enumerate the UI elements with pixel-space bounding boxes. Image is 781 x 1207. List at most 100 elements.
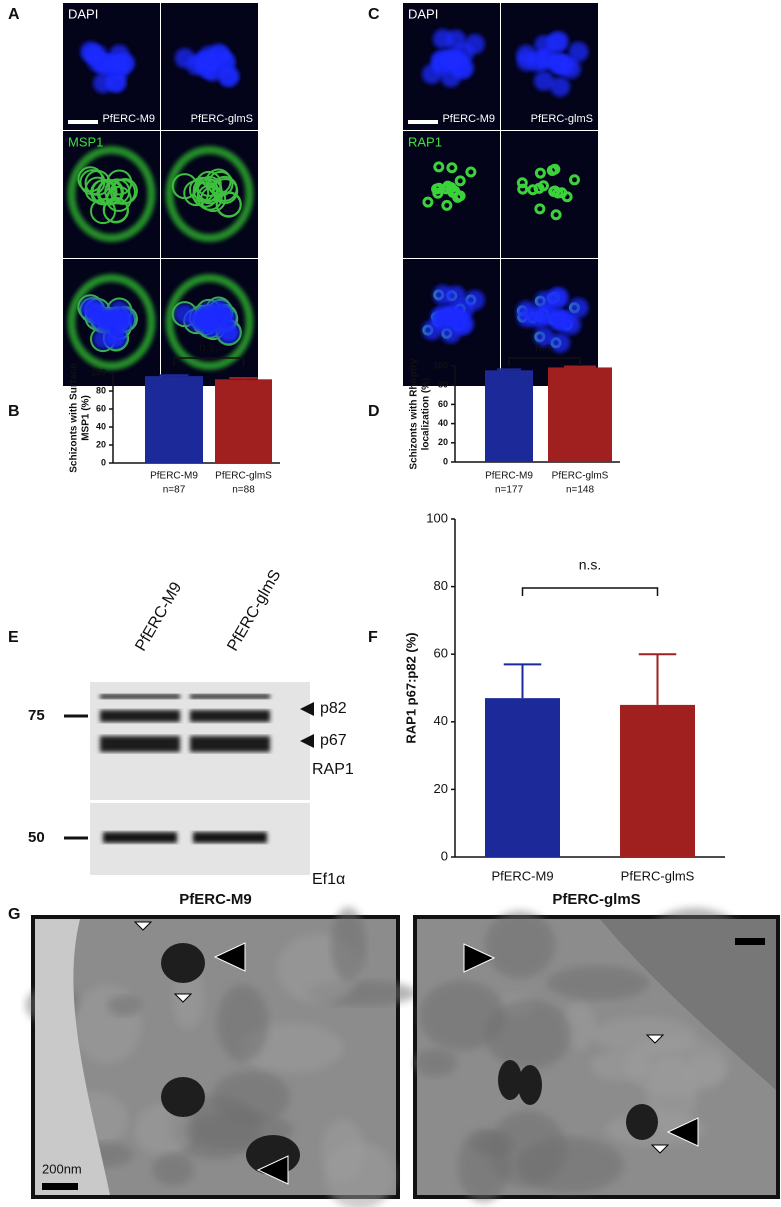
sample-label: PfERC-glmS [191,113,253,125]
rhoptry-stain [517,183,529,195]
nucleus [93,329,114,350]
y-tick-label: 60 [96,403,106,413]
scale-bar [408,120,438,124]
rhoptry-stain [441,199,453,211]
rhoptry [161,1077,205,1117]
nucleus [568,297,589,318]
cell-boundary [35,919,110,1195]
em-texture [211,1071,291,1124]
membrane-stain [67,146,156,242]
significance-label: n.s. [199,340,218,354]
y-tick-label: 80 [434,578,448,593]
band [193,832,267,843]
nucleus [533,70,554,91]
cell-boundary [600,919,776,1090]
y-tick-label: 20 [438,437,448,447]
band [100,710,180,722]
y-tick-label: 80 [96,385,106,395]
significance-bracket [508,357,581,366]
panel-label: A [8,6,20,23]
channel-label: DAPI [68,6,98,21]
band [103,832,177,843]
y-tick-label: 0 [443,456,448,466]
white-arrowhead [645,1034,665,1044]
membrane-stain [79,169,106,196]
membrane-stain [102,197,129,224]
rhoptry-stain [454,175,466,187]
rhoptry-stain [516,177,528,189]
y-tick-label: 80 [438,380,448,390]
significance-bracket [521,587,659,596]
x-tick-label: PfERC-glmS [552,471,609,482]
rhoptry [518,1065,542,1105]
rhoptry-stain [568,174,580,186]
rhoptry [626,1104,658,1140]
y-tick-label: 0 [101,457,106,467]
nucleus [440,306,461,327]
band [100,736,180,752]
nucleus [568,41,589,62]
nucleus [112,309,133,330]
bar [548,367,612,462]
error-bar [229,376,258,380]
band [100,694,180,699]
nucleus [440,50,461,71]
scale-bar [42,1183,78,1190]
significance-label: n.s. [535,340,554,354]
error-bar [159,374,189,377]
rhoptry-stain [527,184,539,196]
white-arrowhead [650,1144,670,1154]
channel-label: RAP1 [408,134,442,149]
bar [485,698,560,857]
band-label: p67 [320,732,347,749]
y-tick-label: 100 [91,367,106,377]
nucleus [82,44,103,65]
y-axis-label: localization (%) [421,378,432,451]
membrane-stain [183,180,210,207]
channel-label: DAPI [408,6,438,21]
y-axis-label: Schizonts with Rhoptry [409,358,420,470]
rhoptry-stain [534,167,546,179]
rhoptry-stain [422,196,434,208]
error-bar [503,663,542,699]
black-arrowhead [256,1155,289,1185]
y-axis-label: RAP1 p67:p82 (%) [403,632,418,743]
panel-label: D [368,403,380,420]
rhoptry-stain [548,185,560,197]
rhoptry-stain [432,187,444,199]
nucleus [199,309,220,330]
y-tick-label: 60 [434,646,448,661]
nucleus [533,326,554,347]
em-texture [331,907,366,982]
x-tick-label: PfERC-M9 [491,868,553,883]
x-tick-label: PfERC-M9 [485,471,533,482]
sample-size: n=148 [566,485,595,496]
membrane-stain [90,198,117,225]
y-tick-label: 0 [441,848,448,863]
black-arrowhead [463,943,496,973]
marker-label: 50 [28,829,45,846]
panel-label: E [8,629,19,646]
band-label: p82 [320,700,347,717]
sample-size: n=177 [495,485,524,496]
membrane-stain [165,274,254,370]
membrane-stain [165,146,254,242]
channel-label: MSP1 [68,134,103,149]
nucleus [199,53,220,74]
protein-label: RAP1 [312,761,354,778]
em-texture [546,965,650,1001]
bar [215,379,272,463]
nucleus [550,332,571,353]
em-texture [107,995,142,1017]
white-arrowhead [173,993,193,1003]
em-texture [485,910,556,979]
x-tick-label: PfERC-M9 [150,471,198,482]
rhoptry-stain [549,163,561,175]
scale-bar-label: 200nm [42,1161,82,1176]
significance-bracket [173,357,245,366]
y-tick-label: 60 [438,399,448,409]
band [190,694,270,699]
em-texture [134,1103,194,1157]
sample-label: PfERC-M9 [442,113,495,125]
